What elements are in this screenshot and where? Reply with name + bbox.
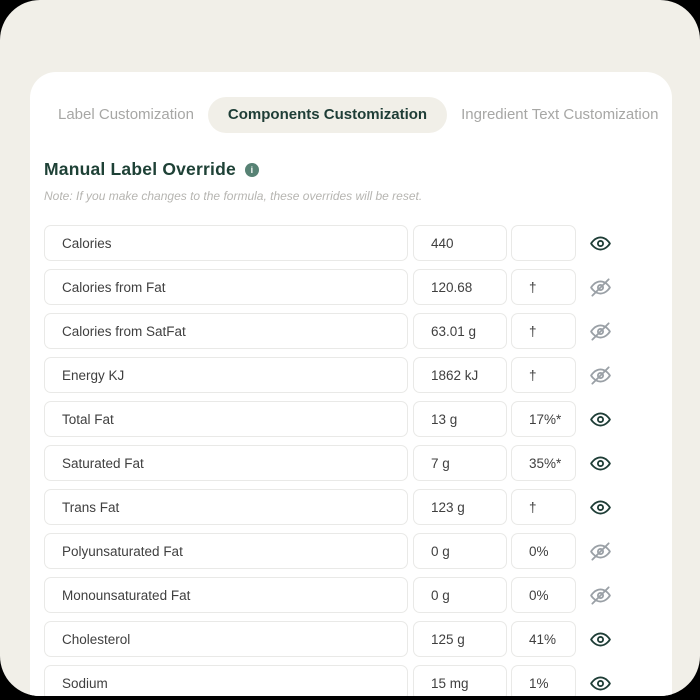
component-name-input[interactable] (44, 269, 408, 305)
component-name-input[interactable] (44, 621, 408, 657)
override-rows (44, 225, 672, 696)
visibility-toggle[interactable] (586, 669, 614, 696)
visibility-toggle[interactable] (586, 449, 614, 477)
override-row (44, 577, 672, 613)
eye-icon (589, 412, 611, 426)
tab-components-customization[interactable]: Components Customization (207, 97, 448, 133)
component-percent-input[interactable] (511, 401, 576, 437)
tab-label-customization[interactable]: Label Customization (58, 106, 194, 123)
visibility-toggle[interactable] (586, 493, 614, 521)
component-value-input[interactable] (413, 533, 507, 569)
eye-off-icon (589, 365, 611, 385)
visibility-toggle[interactable] (586, 273, 614, 301)
visibility-toggle[interactable] (586, 581, 614, 609)
override-row (44, 445, 672, 481)
component-name-input[interactable] (44, 445, 408, 481)
component-percent-input[interactable] (511, 445, 576, 481)
page-title: Manual Label Override (44, 159, 236, 179)
component-value-input[interactable] (413, 313, 507, 349)
override-row (44, 665, 672, 696)
component-name-input[interactable] (44, 401, 408, 437)
component-value-input[interactable] (413, 621, 507, 657)
customization-card: Label Customization Components Customiza… (30, 72, 672, 696)
eye-icon (589, 500, 611, 514)
eye-off-icon (589, 585, 611, 605)
component-value-input[interactable] (413, 577, 507, 613)
visibility-toggle[interactable] (586, 405, 614, 433)
eye-off-icon (589, 277, 611, 297)
eye-icon (589, 456, 611, 470)
override-row (44, 357, 672, 393)
visibility-toggle[interactable] (586, 317, 614, 345)
override-row (44, 225, 672, 261)
component-name-input[interactable] (44, 533, 408, 569)
component-name-input[interactable] (44, 357, 408, 393)
eye-off-icon (589, 321, 611, 341)
eye-icon (589, 236, 611, 250)
customization-tabs: Label Customization Components Customiza… (30, 72, 672, 133)
override-row (44, 489, 672, 525)
override-row (44, 621, 672, 657)
component-value-input[interactable] (413, 665, 507, 696)
component-value-input[interactable] (413, 357, 507, 393)
component-name-input[interactable] (44, 665, 408, 696)
component-name-input[interactable] (44, 313, 408, 349)
component-percent-input[interactable] (511, 665, 576, 696)
visibility-toggle[interactable] (586, 229, 614, 257)
component-value-input[interactable] (413, 401, 507, 437)
visibility-toggle[interactable] (586, 625, 614, 653)
override-row (44, 313, 672, 349)
section-header: Manual Label Override i (44, 159, 672, 180)
visibility-toggle[interactable] (586, 537, 614, 565)
component-name-input[interactable] (44, 225, 408, 261)
tab-ingredient-text-customization[interactable]: Ingredient Text Customization (461, 106, 659, 123)
component-percent-input[interactable] (511, 225, 576, 261)
eye-icon (589, 676, 611, 690)
visibility-toggle[interactable] (586, 361, 614, 389)
info-icon[interactable]: i (244, 162, 259, 177)
component-percent-input[interactable] (511, 577, 576, 613)
eye-icon (589, 632, 611, 646)
component-value-input[interactable] (413, 445, 507, 481)
component-value-input[interactable] (413, 489, 507, 525)
eye-off-icon (589, 541, 611, 561)
component-name-input[interactable] (44, 489, 408, 525)
component-percent-input[interactable] (511, 357, 576, 393)
component-name-input[interactable] (44, 577, 408, 613)
override-row (44, 401, 672, 437)
override-note: Note: If you make changes to the formula… (44, 189, 423, 203)
component-value-input[interactable] (413, 269, 507, 305)
override-row (44, 269, 672, 305)
component-percent-input[interactable] (511, 533, 576, 569)
component-value-input[interactable] (413, 225, 507, 261)
component-percent-input[interactable] (511, 269, 576, 305)
override-row (44, 533, 672, 569)
component-percent-input[interactable] (511, 489, 576, 525)
component-percent-input[interactable] (511, 313, 576, 349)
component-percent-input[interactable] (511, 621, 576, 657)
